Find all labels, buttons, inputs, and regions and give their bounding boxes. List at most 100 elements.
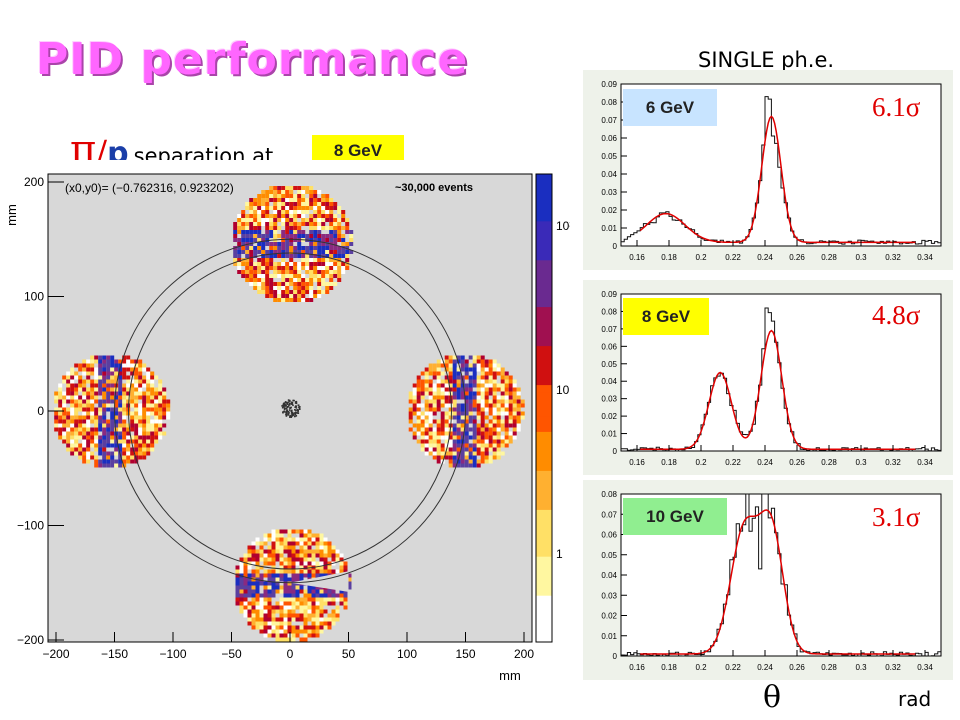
heatmap-cell (78, 415, 83, 420)
heatmap-cell (299, 601, 304, 606)
heatmap-cell (134, 447, 139, 452)
heatmap-cell (440, 363, 445, 368)
heatmap-cell (283, 637, 288, 642)
heatmap-cell (293, 238, 298, 242)
center-hit (294, 409, 296, 411)
heatmap-cell (516, 387, 521, 392)
heatmap-cell (333, 226, 338, 230)
heatmap-cell (476, 427, 481, 432)
heatmap-cell (90, 451, 95, 456)
heatmap-cell (343, 601, 348, 606)
heatmap-cell (126, 395, 131, 400)
heatmap-cell (291, 545, 296, 550)
heatmap-cell (243, 589, 248, 594)
heatmap-cell (472, 459, 477, 464)
heatmap-cell (313, 218, 318, 222)
heatmap-cell (480, 459, 485, 464)
heatmap-cell (166, 411, 171, 416)
heatmap-cell (281, 282, 286, 286)
heatmap-cell (512, 431, 517, 436)
heatmap-cell (335, 549, 340, 554)
heatmap-cell (303, 637, 308, 642)
heatmap-cell (245, 230, 250, 234)
heatmap-cell (158, 383, 163, 388)
heatmap-cell (281, 210, 286, 214)
heatmap-cell (476, 359, 481, 364)
heatmap-cell (464, 363, 469, 368)
heatmap-cell (269, 186, 274, 190)
heatmap-cell (476, 443, 481, 448)
heatmap-cell (504, 415, 509, 420)
heatmap-cell (440, 403, 445, 408)
heatmap-cell (138, 407, 143, 412)
heatmap-cell (275, 589, 280, 594)
heatmap-cell (307, 553, 312, 558)
heatmap-cell (416, 423, 421, 428)
heatmap-cell (261, 262, 266, 266)
heatmap-cell (319, 593, 324, 598)
colorbar-swatch (536, 283, 552, 292)
heatmap-cell (267, 625, 272, 630)
heatmap-cell (267, 581, 272, 586)
heatmap-cell (464, 371, 469, 376)
heatmap-cell (285, 270, 290, 274)
colorbar-swatch (536, 415, 552, 425)
heatmap-cell (321, 210, 326, 214)
heatmap-cell (452, 367, 457, 372)
heatmap-cell (237, 214, 242, 218)
heatmap-cell (317, 258, 322, 262)
heatmap-cell (436, 395, 441, 400)
heatmap-cell (468, 407, 473, 412)
heatmap-cell (307, 533, 312, 538)
heatmap-cell (337, 222, 342, 226)
heatmap-cell (251, 621, 256, 626)
heatmap-cell (82, 403, 87, 408)
heatmap-cell (313, 230, 318, 234)
heatmap-cell (333, 218, 338, 222)
heatmap-cell (452, 463, 457, 468)
heatmap-cell (436, 359, 441, 364)
colorbar-swatch (536, 517, 552, 526)
heatmap-cell (319, 617, 324, 622)
heatmap-cell (424, 419, 429, 424)
heatmap-cell (428, 403, 433, 408)
heatmap-cell (102, 367, 107, 372)
heatmap-cell (285, 222, 290, 226)
heatmap-cell (255, 585, 260, 590)
heatmap-cell (279, 637, 284, 642)
heatmap-cell (239, 581, 244, 586)
colorbar-swatch (536, 603, 552, 612)
heatmap-cell (150, 383, 155, 388)
heatmap-cell (285, 282, 290, 286)
heatmap-cell (106, 391, 111, 396)
heatmap-cell (289, 234, 294, 238)
heatmap-cell (265, 262, 270, 266)
heatmap-cell (432, 443, 437, 448)
heatmap-cell (301, 278, 306, 282)
heatmap-cell (237, 266, 242, 270)
heatmap-cell (297, 278, 302, 282)
heatmap-cell (247, 593, 252, 598)
heatmap-cell (416, 427, 421, 432)
heatmap-cell (323, 597, 328, 602)
heatmap-cell (239, 573, 244, 578)
y-tick-label: 0.01 (601, 224, 617, 233)
heatmap-cell (138, 455, 143, 460)
heatmap-cell (468, 355, 473, 360)
heatmap-cell (269, 262, 274, 266)
heatmap-cell (301, 190, 306, 194)
heatmap-cell (257, 206, 262, 210)
heatmap-cell (243, 601, 248, 606)
heatmap-cell (323, 593, 328, 598)
heatmap-cell (323, 561, 328, 566)
heatmap-cell (323, 565, 328, 570)
heatmap-cell (106, 395, 111, 400)
heatmap-cell (271, 553, 276, 558)
heatmap-cell (299, 569, 304, 574)
heatmap-cell (257, 258, 262, 262)
heatmap-cell (110, 383, 115, 388)
heatmap-cell (245, 278, 250, 282)
heatmap-cell (424, 431, 429, 436)
heatmap-cell (255, 581, 260, 586)
heatmap-cell (480, 415, 485, 420)
